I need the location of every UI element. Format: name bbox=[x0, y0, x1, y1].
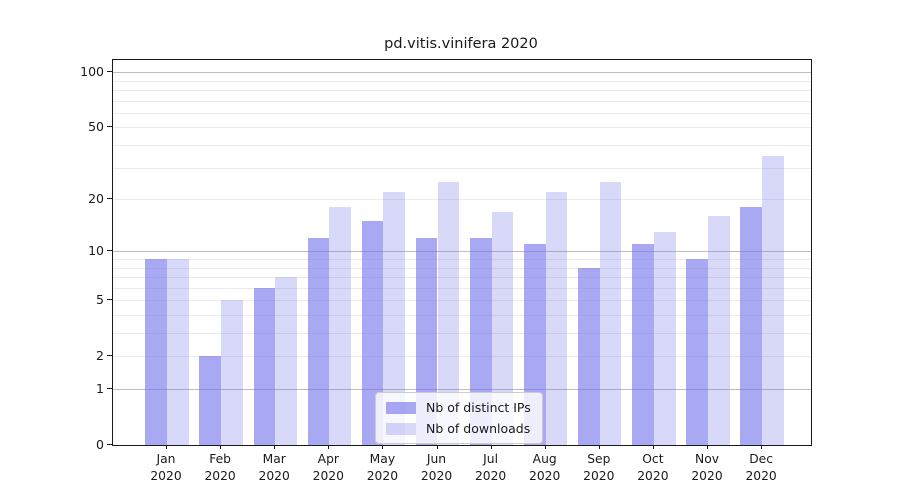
x-tick-label-oct-2020: Oct 2020 bbox=[637, 452, 669, 483]
x-tick-aug bbox=[544, 445, 546, 449]
x-tick-may bbox=[382, 445, 384, 449]
bar-distinct-ips-apr bbox=[307, 237, 330, 445]
bar-distinct-ips-feb bbox=[199, 356, 222, 445]
gridline-y-100 bbox=[113, 72, 811, 74]
gridline-y-8 bbox=[113, 267, 811, 269]
x-tick-label-jul-2020: Jul 2020 bbox=[474, 452, 507, 483]
x-tick-label-feb-2020: Feb 2020 bbox=[204, 452, 236, 483]
y-tick-10 bbox=[107, 250, 112, 252]
x-tick-apr bbox=[328, 445, 330, 449]
gridline-y-3 bbox=[113, 333, 811, 334]
gridline-y-5 bbox=[113, 300, 811, 302]
bar-downloads-apr bbox=[329, 207, 351, 445]
bar-downloads-may bbox=[383, 191, 406, 445]
gridline-y-70 bbox=[113, 100, 811, 102]
gridline-y-7 bbox=[113, 277, 811, 278]
bar-distinct-ips-mar bbox=[253, 287, 276, 445]
gridline-y-60 bbox=[113, 112, 811, 114]
x-tick-feb bbox=[220, 445, 222, 449]
gridline-y-1 bbox=[113, 389, 811, 390]
bar-distinct-ips-may bbox=[361, 221, 384, 445]
x-tick-label-jun-2020: Jun 2020 bbox=[420, 452, 453, 483]
x-tick-sep bbox=[598, 445, 600, 449]
x-tick-dec bbox=[761, 445, 763, 449]
bar-downloads-jun bbox=[437, 181, 460, 445]
y-tick-label-100: 100 bbox=[80, 63, 104, 79]
x-tick-jan bbox=[166, 445, 167, 449]
gridline-y-80 bbox=[113, 90, 811, 91]
legend-item-downloads: Nb of downloads bbox=[386, 421, 531, 436]
gridline-y-20 bbox=[113, 199, 811, 201]
y-tick-label-0: 0 bbox=[96, 436, 104, 452]
legend-label-distinct-ips: Nb of distinct IPs bbox=[426, 400, 531, 415]
bar-downloads-jul bbox=[491, 211, 514, 445]
gridline-y-9 bbox=[113, 259, 811, 260]
y-tick-2 bbox=[107, 355, 112, 357]
x-tick-label-mar-2020: Mar 2020 bbox=[258, 452, 290, 483]
gridline-y-50 bbox=[113, 127, 811, 129]
gridline-y-4 bbox=[113, 315, 811, 316]
y-tick-20 bbox=[107, 198, 112, 200]
x-tick-jun bbox=[436, 445, 438, 449]
y-tick-label-1: 1 bbox=[96, 380, 104, 396]
plot-area: Nb of distinct IPs Nb of downloads bbox=[112, 59, 812, 446]
bar-downloads-jan bbox=[167, 259, 189, 445]
bar-distinct-ips-jan bbox=[145, 259, 167, 445]
gridline-y-10 bbox=[113, 251, 811, 253]
gridline-y-30 bbox=[113, 167, 811, 169]
x-tick-label-dec-2020: Dec 2020 bbox=[745, 452, 777, 483]
y-tick-label-50: 50 bbox=[88, 118, 104, 134]
x-tick-label-jan-2020: Jan 2020 bbox=[150, 452, 182, 483]
y-tick-label-20: 20 bbox=[88, 190, 104, 206]
gridline-y-6 bbox=[113, 287, 811, 289]
x-tick-oct bbox=[652, 445, 654, 449]
y-tick-label-10: 10 bbox=[88, 242, 104, 258]
x-tick-label-aug-2020: Aug 2020 bbox=[529, 452, 561, 483]
legend-item-distinct-ips: Nb of distinct IPs bbox=[386, 400, 531, 415]
legend: Nb of distinct IPs Nb of downloads bbox=[375, 392, 543, 444]
bar-distinct-ips-nov bbox=[686, 259, 708, 445]
bar-distinct-ips-sep bbox=[578, 267, 600, 445]
bar-downloads-oct bbox=[653, 231, 676, 445]
x-tick-nov bbox=[707, 445, 708, 449]
gridline-y-2 bbox=[113, 356, 811, 358]
x-tick-label-nov-2020: Nov 2020 bbox=[691, 452, 723, 483]
gridline-y-40 bbox=[113, 145, 811, 146]
legend-swatch-distinct-ips-icon bbox=[386, 401, 416, 414]
bar-downloads-nov bbox=[708, 216, 730, 445]
bar-downloads-aug bbox=[545, 191, 568, 445]
y-tick-1 bbox=[107, 388, 112, 389]
x-tick-label-may-2020: May 2020 bbox=[366, 452, 399, 483]
bar-downloads-dec bbox=[762, 155, 784, 445]
bar-distinct-ips-dec bbox=[740, 207, 763, 445]
y-tick-0 bbox=[107, 444, 112, 445]
bar-downloads-feb bbox=[221, 300, 243, 445]
x-tick-label-apr-2020: Apr 2020 bbox=[312, 452, 344, 483]
x-tick-mar bbox=[274, 445, 276, 449]
bar-distinct-ips-oct bbox=[632, 244, 654, 445]
y-tick-50 bbox=[107, 126, 112, 128]
bar-downloads-mar bbox=[275, 277, 297, 445]
y-tick-5 bbox=[107, 299, 112, 301]
legend-label-downloads: Nb of downloads bbox=[426, 421, 531, 436]
x-tick-jul bbox=[490, 445, 492, 449]
chart-title: pd.vitis.vinifera 2020 bbox=[384, 36, 538, 52]
bar-downloads-sep bbox=[599, 181, 622, 445]
y-tick-100 bbox=[107, 71, 112, 73]
legend-swatch-downloads-icon bbox=[386, 422, 416, 435]
y-tick-label-2: 2 bbox=[96, 347, 104, 363]
gridline-y-90 bbox=[113, 80, 811, 82]
y-tick-label-5: 5 bbox=[96, 291, 104, 307]
x-tick-label-sep-2020: Sep 2020 bbox=[583, 452, 615, 483]
